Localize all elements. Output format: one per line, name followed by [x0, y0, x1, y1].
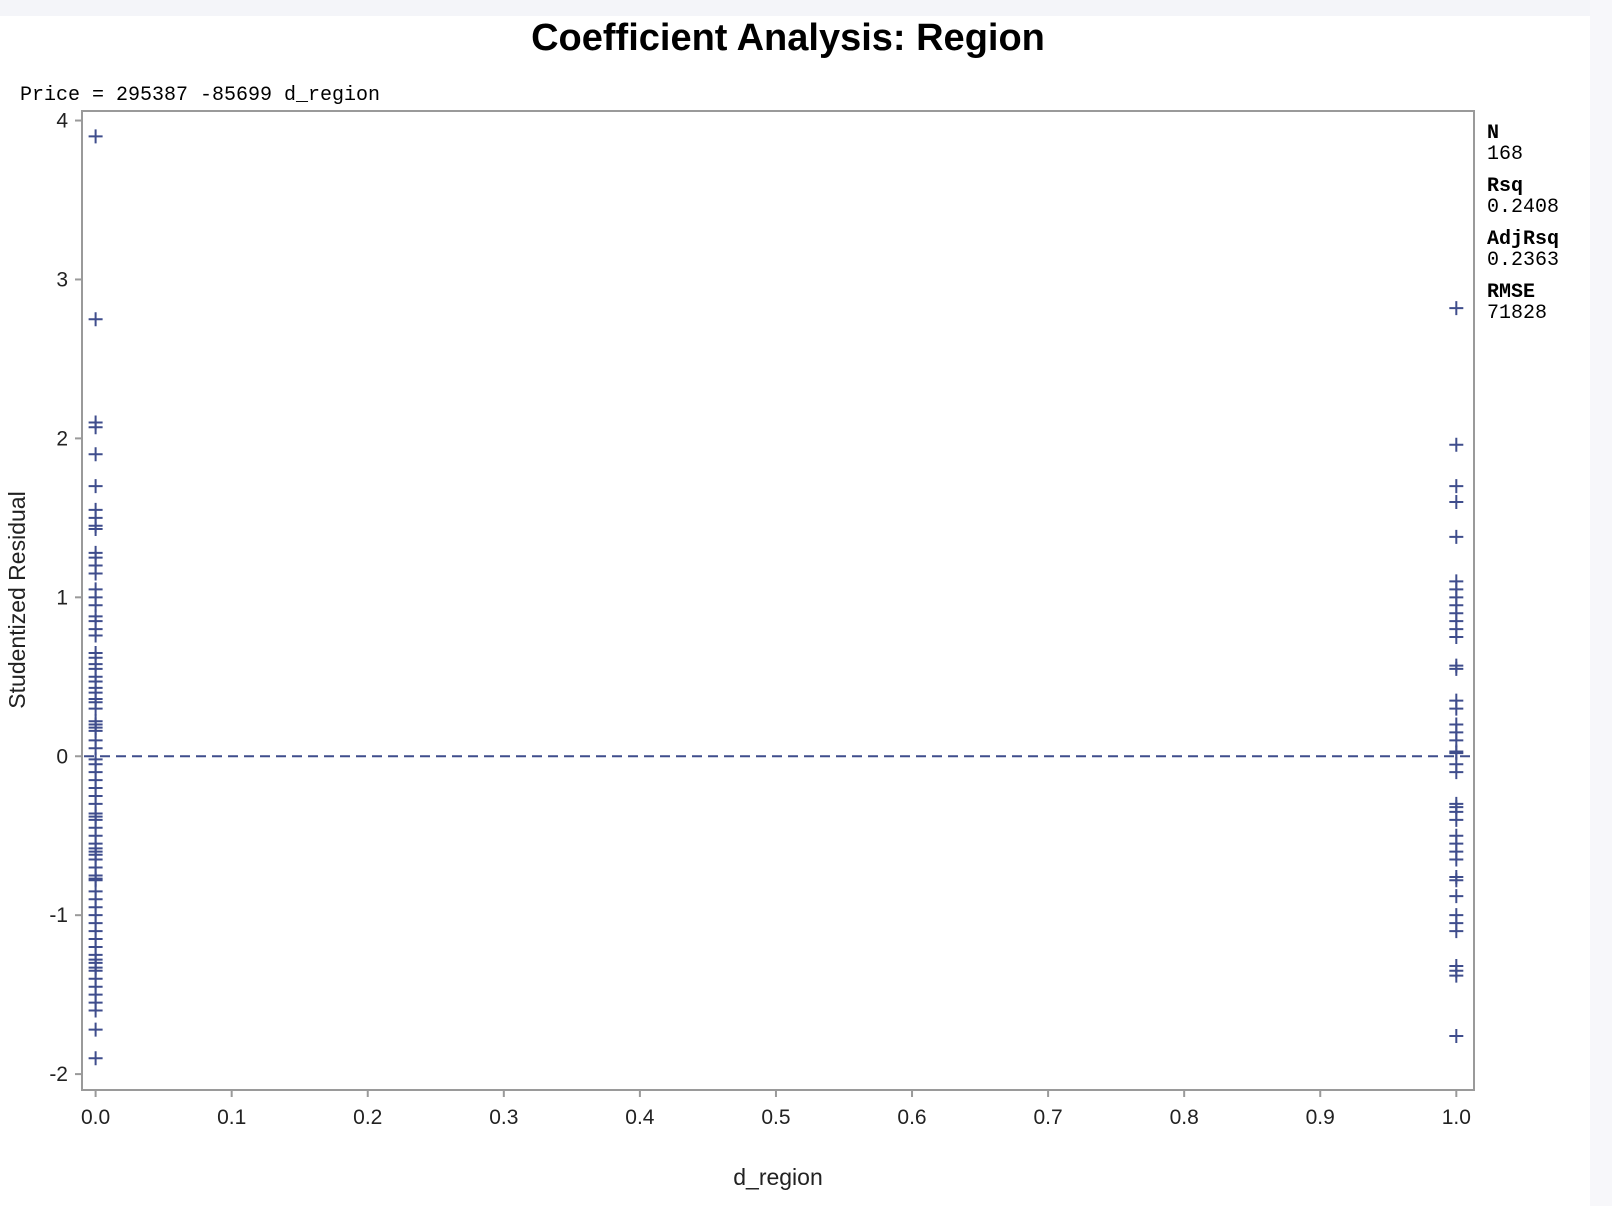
x-axis-label: d_region: [733, 1164, 823, 1190]
x-tick-label: 0.5: [761, 1106, 790, 1129]
data-point: [1449, 630, 1464, 645]
stat-value: 71828: [1487, 302, 1547, 325]
data-point: [88, 1051, 103, 1066]
data-point: [88, 521, 103, 536]
data-point: [88, 447, 103, 462]
data-points: [88, 129, 1464, 1066]
data-point: [88, 1022, 103, 1037]
y-tick-label: 3: [56, 268, 68, 291]
x-tick-label: 0.3: [489, 1106, 518, 1129]
data-point: [88, 420, 103, 435]
stat-label: RMSE: [1487, 281, 1535, 304]
data-point: [88, 312, 103, 327]
x-tick-label: 0.7: [1033, 1106, 1062, 1129]
regression-equation: Price = 295387 -85699 d_region: [20, 84, 380, 107]
stat-value: 0.2408: [1487, 196, 1559, 219]
data-point: [88, 701, 103, 716]
data-point: [1449, 812, 1464, 827]
x-tick-label: 1.0: [1442, 1106, 1471, 1129]
data-point: [1449, 494, 1464, 509]
y-tick-label: 0: [56, 745, 68, 768]
stat-value: 168: [1487, 143, 1523, 166]
x-tick-label: 0.6: [897, 1106, 926, 1129]
data-point: [88, 566, 103, 581]
data-point: [1449, 301, 1464, 316]
data-point: [88, 1003, 103, 1018]
data-point: [1449, 437, 1464, 452]
x-tick-label: 0.1: [217, 1106, 246, 1129]
y-tick-label: 2: [56, 427, 68, 450]
stat-label: N: [1487, 122, 1499, 145]
stat-label: AdjRsq: [1487, 228, 1559, 251]
data-point: [1449, 873, 1464, 888]
x-tick-label: 0.8: [1170, 1106, 1199, 1129]
data-point: [1449, 1028, 1464, 1043]
y-tick-label: 4: [56, 110, 68, 133]
data-point: [1449, 701, 1464, 716]
data-point: [1449, 765, 1464, 780]
data-point: [1449, 968, 1464, 983]
data-point: [1449, 889, 1464, 904]
plot-frame: [81, 110, 1475, 1091]
x-tick-label: 0.9: [1306, 1106, 1335, 1129]
x-tick-label: 0.0: [81, 1106, 110, 1129]
top-background-strip: [0, 0, 1612, 16]
data-point: [1449, 479, 1464, 494]
right-background-strip: [1590, 0, 1612, 1206]
data-point: [1449, 529, 1464, 544]
stat-value: 0.2363: [1487, 249, 1559, 272]
data-point: [88, 628, 103, 643]
data-point: [88, 479, 103, 494]
y-axis: -2 -1 0 1 2 3 4: [49, 110, 82, 1086]
x-axis: 0.0 0.1 0.2 0.3 0.4 0.5 0.6 0.7 0.8 0.9 1.0: [81, 1090, 1471, 1129]
x-tick-label: 0.4: [625, 1106, 655, 1129]
y-tick-label: -1: [49, 904, 68, 927]
y-tick-label: -2: [49, 1063, 68, 1086]
chart-title: Coefficient Analysis: Region: [531, 17, 1045, 59]
data-point: [1449, 661, 1464, 676]
data-point: [88, 129, 103, 144]
x-tick-label: 0.2: [353, 1106, 382, 1129]
stat-label: Rsq: [1487, 175, 1523, 198]
data-point: [1449, 924, 1464, 939]
y-axis-label: Studentized Residual: [4, 491, 30, 708]
y-tick-label: 1: [56, 586, 68, 609]
data-point: [1449, 852, 1464, 867]
